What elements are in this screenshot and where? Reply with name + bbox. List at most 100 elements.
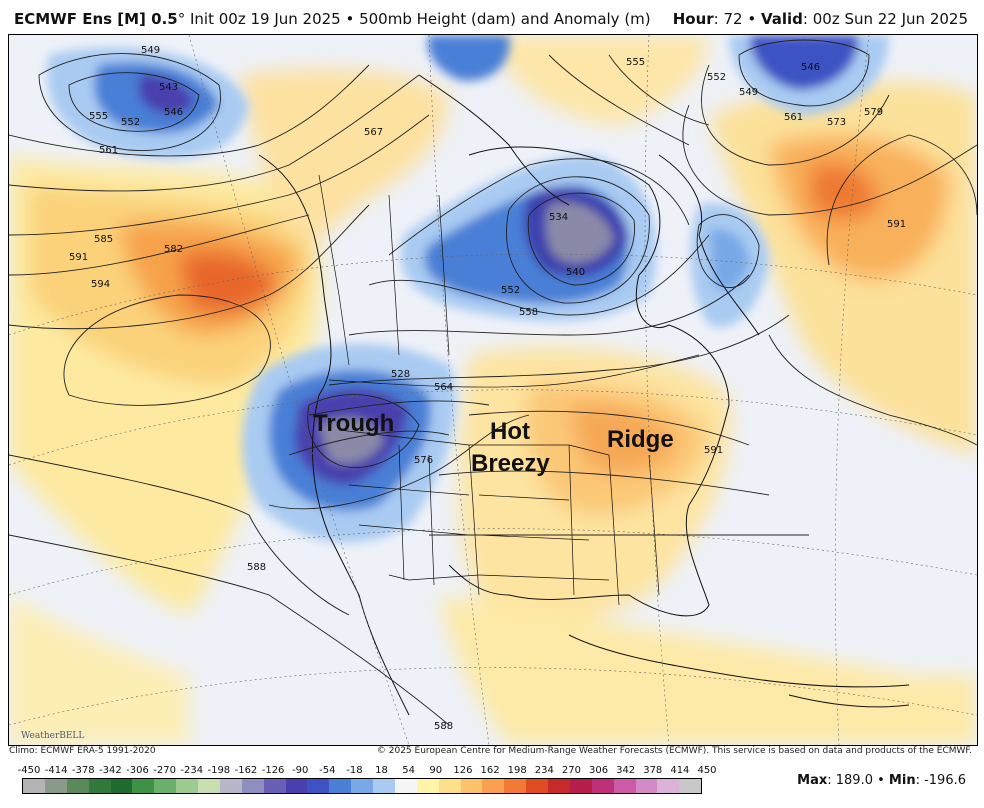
svg-text:540: 540 <box>566 267 585 278</box>
colorbar-segment <box>635 779 658 793</box>
svg-text:552: 552 <box>501 285 520 296</box>
init-time: Init 00z 19 Jun 2025 <box>185 10 341 28</box>
colorbar-tick-label: -378 <box>71 765 95 776</box>
colorbar-segment <box>351 779 373 793</box>
colorbar-segment <box>198 779 220 793</box>
degree-symbol: ° <box>177 10 186 28</box>
colorbar-tick-label: 378 <box>643 765 663 776</box>
colorbar-tick-label: -162 <box>234 765 258 776</box>
colorbar-segment <box>373 779 395 793</box>
colorbar-segment <box>569 779 592 793</box>
field-name: 500mb Height (dam) and Anomaly (m) <box>359 10 651 28</box>
svg-text:588: 588 <box>434 721 453 732</box>
colorbar-segment <box>66 779 89 793</box>
colorbar-tick-label: 342 <box>616 765 636 776</box>
colorbar-tick-label: 270 <box>561 765 581 776</box>
colorbar-segment <box>416 779 439 793</box>
colorbar-segment <box>23 779 45 793</box>
colorbar-segment <box>482 779 505 793</box>
breezy-label: Breezy <box>471 450 550 477</box>
svg-text:567: 567 <box>364 127 383 138</box>
ridge-label: Ridge <box>607 426 674 453</box>
colorbar-segment <box>460 779 483 793</box>
colorbar-tick-label: 198 <box>507 765 527 776</box>
svg-text:534: 534 <box>549 212 568 223</box>
colorbar-tick-label: -18 <box>346 765 363 776</box>
colorbar-tick-label: 18 <box>375 765 388 776</box>
svg-text:549: 549 <box>141 45 160 56</box>
colorbar-tick-label: -234 <box>180 765 204 776</box>
colorbar-tick-label: -450 <box>17 765 41 776</box>
colorbar-tick-label: 306 <box>588 765 609 776</box>
colorbar-segment <box>154 779 177 793</box>
colorbar-segment <box>132 779 155 793</box>
anomaly-field: 549 543 546 555 552 561 585 582 591 594 … <box>9 35 977 745</box>
colorbar-tick-label: 90 <box>429 765 443 776</box>
colorbar-segment <box>504 779 527 793</box>
svg-text:546: 546 <box>164 107 183 118</box>
weather-map[interactable]: 549 543 546 555 552 561 585 582 591 594 … <box>8 34 978 746</box>
colorbar-tick-label: -54 <box>319 765 336 776</box>
political-borders <box>318 174 700 606</box>
colorbar-tick-label: -198 <box>207 765 231 776</box>
svg-text:561: 561 <box>99 145 118 156</box>
svg-text:585: 585 <box>94 234 113 245</box>
svg-text:591: 591 <box>69 252 88 263</box>
colorbar-tick-label: -270 <box>153 765 176 776</box>
trough-label: Trough <box>313 410 395 437</box>
colorbar-segment <box>657 779 680 793</box>
svg-text:573: 573 <box>827 117 846 128</box>
svg-text:555: 555 <box>626 57 645 68</box>
svg-text:588: 588 <box>247 562 266 573</box>
contour-labels: 549 543 546 555 552 561 585 582 591 594 … <box>69 45 906 732</box>
map-title: ECMWF Ens [M] 0.5° Init 00z 19 Jun 2025 … <box>14 10 651 28</box>
colorbar-tick-label: -90 <box>292 765 309 776</box>
colorbar-segment <box>88 779 111 793</box>
hot-label: Hot <box>490 418 530 445</box>
svg-text:552: 552 <box>121 117 140 128</box>
colorbar-tick-label: -126 <box>261 765 285 776</box>
svg-text:552: 552 <box>707 72 726 83</box>
colorbar-segment <box>110 779 133 793</box>
svg-text:591: 591 <box>704 445 723 456</box>
colorbar-tick-label: 414 <box>670 765 690 776</box>
svg-text:558: 558 <box>519 307 538 318</box>
svg-text:594: 594 <box>91 279 110 290</box>
header: ECMWF Ens [M] 0.5° Init 00z 19 Jun 2025 … <box>0 0 984 34</box>
colorbar-segment <box>263 779 286 793</box>
colorbar-tick-label: 234 <box>534 765 554 776</box>
colorbar-tick-label: -342 <box>99 765 122 776</box>
colorbar-tick-label: 126 <box>453 765 473 776</box>
colorbar-segment <box>679 779 702 793</box>
colorbar-tick-label: -414 <box>44 765 68 776</box>
colorbar-tick-label: 450 <box>697 765 717 776</box>
valid-time: Hour: 72 • Valid: 00z Sun 22 Jun 2025 <box>672 10 968 28</box>
colorbar-segment <box>548 779 570 793</box>
colorbar-segment <box>526 779 548 793</box>
colorbar-segment <box>613 779 636 793</box>
colorbar-segment <box>438 779 461 793</box>
colorbar-tick-label: -306 <box>126 765 149 776</box>
logo-text: WeatherBELL <box>21 731 85 741</box>
svg-text:549: 549 <box>739 87 758 98</box>
svg-text:579: 579 <box>864 107 883 118</box>
svg-text:564: 564 <box>434 382 453 393</box>
svg-text:546: 546 <box>801 62 820 73</box>
colorbar-segment <box>394 779 417 793</box>
colorbar-tick-label: 162 <box>480 765 500 776</box>
max-min-readout: Max: 189.0 • Min: -196.6 <box>797 773 966 788</box>
colorbar-segment <box>307 779 330 793</box>
svg-text:555: 555 <box>89 111 108 122</box>
svg-text:561: 561 <box>784 112 803 123</box>
model-name: ECMWF Ens [M] 0.5 <box>14 10 178 28</box>
positive-anomaly-field <box>9 35 977 745</box>
weatherbell-logo: WeatherBELL <box>21 731 84 741</box>
colorbar-tick-labels: -450 -414 -378 -342 -306 -270 -234 -198 -162 -126… <box>15 765 717 777</box>
climo-credit: Climo: ECMWF ERA-5 1991-2020 <box>9 746 156 756</box>
svg-text:576: 576 <box>414 455 433 466</box>
copyright-credit: © 2025 European Centre for Medium-Range … <box>376 746 972 756</box>
colorbar-tick-label: 54 <box>402 765 416 776</box>
colorbar <box>22 778 702 794</box>
colorbar-segment <box>241 779 264 793</box>
colorbar-segment <box>285 779 308 793</box>
